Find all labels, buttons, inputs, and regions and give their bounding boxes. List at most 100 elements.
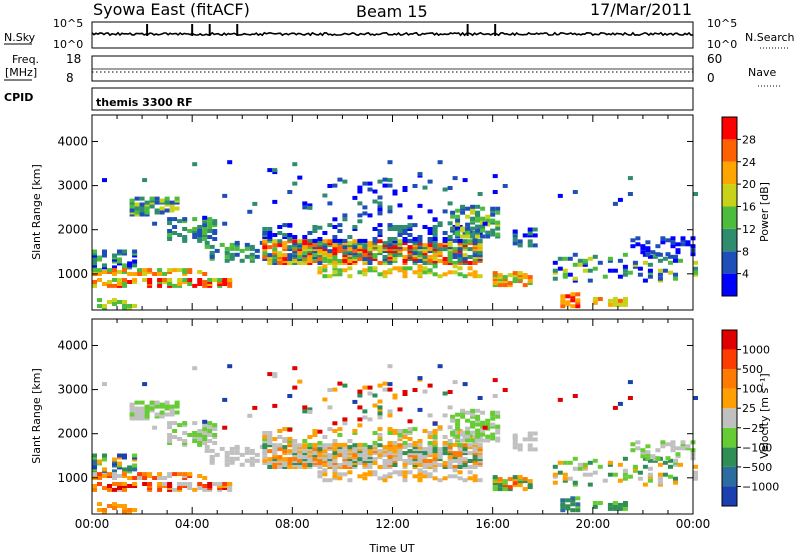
power-cell bbox=[392, 245, 398, 250]
velocity-cell bbox=[455, 434, 461, 439]
power-cell bbox=[387, 183, 393, 188]
power-cell bbox=[132, 272, 138, 276]
velocity-cell bbox=[412, 455, 418, 460]
velocity-cell bbox=[209, 448, 215, 453]
velocity-cell bbox=[177, 437, 183, 441]
power-cell bbox=[372, 199, 378, 204]
power-cell bbox=[392, 225, 398, 229]
velocity-cell bbox=[134, 400, 140, 405]
velocity-cell bbox=[267, 443, 273, 448]
velocity-cell bbox=[357, 442, 363, 447]
velocity-cell bbox=[467, 459, 473, 463]
power-cell bbox=[412, 184, 418, 188]
velocity-cell bbox=[527, 479, 533, 484]
power-cell bbox=[427, 179, 433, 184]
power-cell bbox=[342, 245, 348, 250]
velocity-cell bbox=[172, 421, 178, 426]
velocity-cell bbox=[622, 456, 628, 461]
power-cell bbox=[662, 256, 668, 261]
velocity-cell bbox=[277, 443, 283, 448]
power-cell bbox=[129, 208, 135, 213]
power-cell bbox=[244, 254, 250, 259]
power-cell bbox=[422, 270, 428, 275]
velocity-cell bbox=[492, 475, 498, 480]
velocity-cell bbox=[117, 461, 122, 466]
velocity-cell bbox=[347, 445, 353, 450]
power-cell bbox=[352, 195, 358, 200]
power-cell bbox=[670, 244, 676, 249]
power-cell bbox=[447, 251, 453, 256]
velocity-cell bbox=[352, 443, 358, 448]
velocity-cell bbox=[402, 429, 408, 433]
power-cell bbox=[302, 239, 308, 244]
power-cell bbox=[327, 184, 333, 188]
power-cell bbox=[272, 239, 278, 244]
power-cell bbox=[212, 229, 218, 233]
power-cell bbox=[532, 227, 538, 232]
velocity-cell bbox=[287, 465, 293, 469]
power-cell bbox=[332, 235, 338, 239]
power-cell bbox=[107, 283, 112, 288]
velocity-cell bbox=[617, 462, 623, 467]
power-cell bbox=[112, 265, 117, 270]
power-cell bbox=[92, 257, 97, 262]
velocity-cell bbox=[377, 399, 383, 404]
power-cell bbox=[417, 251, 423, 256]
velocity-cell bbox=[307, 445, 313, 450]
velocity-cell bbox=[352, 429, 358, 433]
power-cell bbox=[177, 233, 183, 237]
power-cell bbox=[307, 231, 313, 235]
velocity-cell bbox=[522, 487, 528, 492]
colorbar-swatch bbox=[722, 388, 737, 409]
power-colorbar-label: Power [dB] bbox=[758, 182, 771, 242]
velocity-cell bbox=[234, 450, 240, 455]
velocity-cell bbox=[307, 463, 313, 467]
power-cell bbox=[427, 237, 433, 241]
velocity-cell bbox=[675, 446, 681, 451]
power-cell bbox=[172, 225, 178, 229]
power-cell bbox=[417, 272, 423, 277]
velocity-cell bbox=[357, 389, 363, 394]
power-cell bbox=[397, 203, 403, 208]
power-cell bbox=[432, 264, 438, 269]
velocity-cell bbox=[637, 476, 643, 481]
velocity-cell bbox=[377, 453, 383, 458]
power-cell bbox=[129, 204, 135, 209]
velocity-cell bbox=[477, 396, 483, 400]
velocity-cell bbox=[673, 480, 678, 485]
colorbar-tick-label: 25 bbox=[742, 402, 756, 415]
power-cell bbox=[512, 229, 518, 234]
velocity-cell bbox=[455, 418, 461, 423]
power-cell bbox=[307, 255, 313, 259]
power-cell bbox=[372, 189, 378, 194]
power-cell bbox=[422, 185, 428, 190]
velocity-cell bbox=[202, 427, 208, 432]
power-cell bbox=[693, 270, 698, 275]
time-axis-label: Time UT bbox=[368, 542, 414, 554]
velocity-cell bbox=[450, 418, 456, 423]
power-cell bbox=[397, 229, 403, 233]
velocity-cell bbox=[249, 460, 255, 465]
velocity-cell bbox=[297, 465, 303, 469]
velocity-cell bbox=[162, 482, 168, 486]
power-cell bbox=[382, 274, 388, 279]
velocity-cell bbox=[587, 472, 593, 477]
velocity-cell bbox=[668, 464, 673, 469]
power-cell bbox=[597, 260, 603, 265]
power-cell bbox=[217, 278, 223, 282]
velocity-cell bbox=[249, 448, 255, 453]
velocity-cell bbox=[640, 454, 646, 459]
velocity-cell bbox=[322, 397, 328, 402]
power-cell bbox=[117, 249, 122, 254]
power-cell bbox=[465, 226, 471, 231]
power-cell bbox=[102, 249, 107, 254]
power-cell bbox=[357, 219, 363, 224]
colorbar-swatch bbox=[722, 330, 737, 350]
velocity-cell bbox=[552, 464, 558, 469]
velocity-cell bbox=[402, 435, 408, 439]
velocity-cell bbox=[462, 457, 468, 462]
power-cell bbox=[247, 209, 253, 214]
power-cell bbox=[132, 259, 138, 264]
power-cell bbox=[657, 276, 663, 281]
